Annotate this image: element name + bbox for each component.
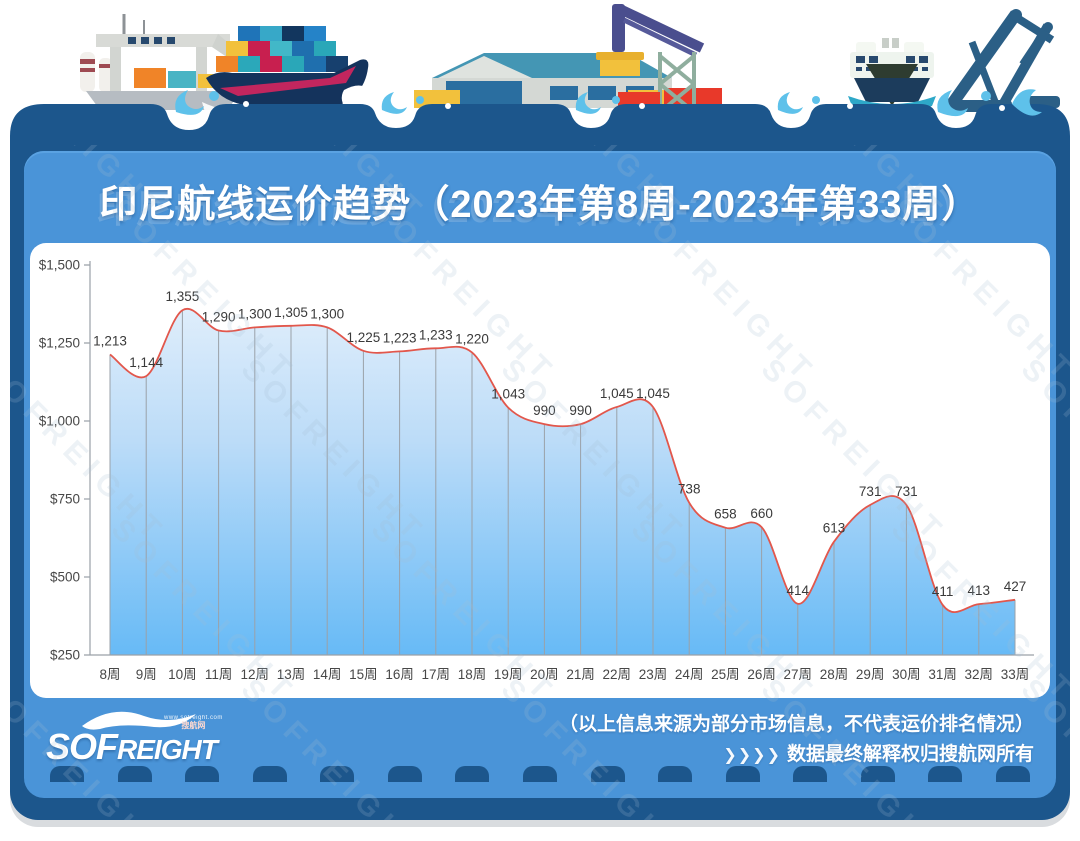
svg-text:16周: 16周 [385,667,414,682]
svg-text:731: 731 [859,484,882,499]
svg-text:11周: 11周 [205,667,233,682]
svg-text:21周: 21周 [566,667,595,682]
disclaimer-line2-text: 数据最终解释权归搜航网所有 [786,744,1034,765]
svg-text:1,300: 1,300 [310,306,344,321]
svg-text:19周: 19周 [494,667,523,682]
svg-text:738: 738 [678,482,701,497]
svg-text:30周: 30周 [892,667,921,682]
logo-text: SOFREIGHT [46,726,218,768]
svg-text:1,233: 1,233 [419,327,453,342]
svg-text:12周: 12周 [241,667,270,682]
report-card: 印尼航线运价趋势（2023年第8周-2023年第33周） $250 $500 $75… [10,145,1070,820]
svg-text:1,045: 1,045 [636,386,670,401]
svg-text:15周: 15周 [349,667,378,682]
disclaimer: （以上信息来源为部分市场信息，不代表运价排名情况） ❯❯❯❯ 数据最终解释权归搜航… [559,710,1034,771]
svg-text:731: 731 [895,484,918,499]
svg-text:$1,000: $1,000 [39,414,80,429]
svg-text:29周: 29周 [856,667,885,682]
svg-text:1,144: 1,144 [129,355,163,370]
svg-text:18周: 18周 [458,667,487,682]
page-title: 印尼航线运价趋势（2023年第8周-2023年第33周） [99,184,981,226]
svg-text:1,305: 1,305 [274,305,308,320]
svg-text:33周: 33周 [1001,667,1030,682]
svg-text:413: 413 [968,583,991,598]
svg-text:1,213: 1,213 [93,334,127,349]
svg-text:8周: 8周 [99,667,120,682]
svg-text:$250: $250 [50,648,80,663]
svg-text:990: 990 [533,403,556,418]
svg-text:$1,250: $1,250 [39,336,80,351]
svg-text:$500: $500 [50,570,80,585]
svg-text:26周: 26周 [747,667,776,682]
logo-url: www.sofreight.com [164,715,223,721]
disclaimer-line1: （以上信息来源为部分市场信息，不代表运价排名情况） [558,714,1034,735]
logo-text-reight: REIGHT [117,734,218,765]
chevrons-icon: ❯❯❯❯ [723,747,781,764]
report-card-inner: 印尼航线运价趋势（2023年第8周-2023年第33周） $250 $500 $75… [24,151,1056,798]
svg-text:28周: 28周 [820,667,849,682]
harbor-illustration-banner [10,4,1070,160]
svg-text:427: 427 [1004,579,1027,594]
svg-text:1,225: 1,225 [347,330,381,345]
disclaimer-line2: ❯❯❯❯ 数据最终解释权归搜航网所有 [559,740,1034,771]
svg-text:$750: $750 [50,492,80,507]
gantry-ship-icon [80,14,250,110]
svg-text:17周: 17周 [422,667,451,682]
svg-text:13周: 13周 [277,667,306,682]
svg-text:24周: 24周 [675,667,704,682]
svg-text:1,223: 1,223 [383,330,417,345]
svg-text:14周: 14周 [313,667,342,682]
svg-text:20周: 20周 [530,667,559,682]
svg-text:658: 658 [714,507,737,522]
svg-text:32周: 32周 [965,667,994,682]
footer: SOFREIGHT www.sofreight.com 搜航网 （以上信息来源为… [24,698,1056,782]
water-splash-icons [175,89,1042,117]
svg-text:1,045: 1,045 [600,386,634,401]
svg-text:990: 990 [569,403,592,418]
ferry-ship-icon [848,38,936,113]
svg-text:22周: 22周 [603,667,632,682]
svg-text:9周: 9周 [136,667,157,682]
svg-text:1,290: 1,290 [202,310,236,325]
chart-panel: $250 $500 $750 $1,000 $1,250 $1,500 8周 9周 10周 11周… [30,243,1050,698]
svg-text:1,300: 1,300 [238,306,272,321]
svg-text:1,355: 1,355 [166,289,200,304]
svg-text:1,043: 1,043 [491,387,525,402]
logo-swoosh-icon [82,711,196,730]
logo-cn-label: 搜航网 [181,721,206,730]
stamp-scallop-edge [50,766,1030,782]
svg-text:10周: 10周 [168,667,197,682]
svg-text:660: 660 [750,506,773,521]
svg-text:411: 411 [932,584,954,599]
svg-text:414: 414 [787,583,810,598]
svg-text:1,220: 1,220 [455,331,489,346]
svg-text:31周: 31周 [928,667,957,682]
svg-text:$1,500: $1,500 [39,258,80,273]
svg-text:27周: 27周 [784,667,813,682]
sofreight-logo: SOFREIGHT www.sofreight.com 搜航网 [46,711,266,776]
svg-text:23周: 23周 [639,667,668,682]
freight-chart: $250 $500 $750 $1,000 $1,250 $1,500 8周 9周 10周 11周… [39,258,1034,682]
svg-text:613: 613 [823,521,846,536]
logo-subtext: www.sofreight.com 搜航网 [164,714,223,730]
svg-text:25周: 25周 [711,667,740,682]
logo-text-sof: SOF [46,726,118,767]
harbor-cranes-icon [942,9,1060,113]
